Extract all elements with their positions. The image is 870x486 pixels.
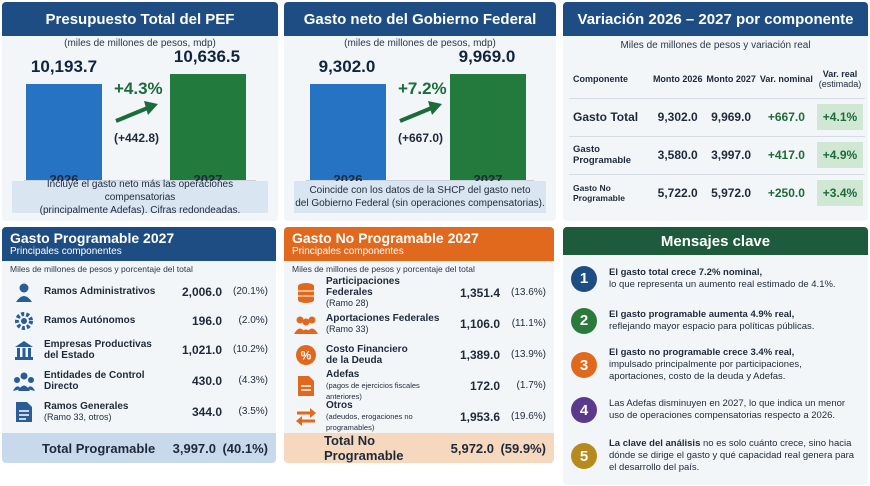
number-badge: 5 [571, 443, 597, 469]
panel-title: Gasto No Programable 2027 [292, 230, 479, 246]
list-item: Otros (adeudos, erogaciones no programabl… [284, 400, 554, 432]
group-icon [13, 372, 35, 391]
people-icon [294, 316, 318, 334]
panel-caption: Miles de millones de pesos y porcentaje … [10, 264, 193, 274]
coins-icon [298, 282, 314, 303]
person-icon [16, 283, 32, 302]
message-item: 4 Las Adefas disminuyen en 2027, lo que … [571, 389, 860, 431]
bar-2026-value: 9,302.0 [318, 57, 376, 76]
percent-icon: % [296, 344, 316, 365]
note-box: Coincide con los datos de la SHCP del ga… [294, 181, 546, 213]
mensajes-clave-panel: Mensajes clave 1 El gasto total crece 7.… [563, 227, 868, 485]
pef-total-panel: Presupuesto Total del PEF (miles de mill… [2, 2, 278, 221]
panel-subtitle: (miles de millones de pesos, mdp) [344, 38, 496, 49]
bar-2026 [310, 84, 386, 180]
change-percent: +4.3% [114, 79, 163, 98]
gasto-programable-panel: Gasto Programable 2027 Principales compo… [2, 227, 276, 463]
real-change-badge: +3.4% [816, 180, 864, 207]
table-row: Gasto No Programable 5,722.0 5,972.0 +25… [569, 173, 865, 212]
bar-2026-value: 10,193.7 [30, 57, 98, 76]
panel-subtitle: Principales componentes [292, 246, 404, 257]
file-icon [298, 375, 314, 396]
panel-title: Variación 2026 – 2027 por componente [563, 2, 868, 36]
arrow-up-icon [399, 101, 442, 123]
message-item: 2 El gasto programable aumenta 4.9% real… [571, 301, 860, 340]
number-badge: 1 [571, 265, 597, 292]
bar-2027-value: 9,969.0 [458, 47, 516, 66]
change-absolute: (+442.8) [114, 131, 160, 145]
real-change-badge: +4.9% [816, 142, 864, 168]
list-item: % Costo Financiero de la Deuda 1,389.0 (1… [284, 339, 554, 370]
bar-2027-value: 10,636.5 [173, 47, 241, 66]
col-monto-2026: Monto 2026 [652, 73, 703, 84]
gasto-no-programable-panel: Gasto No Programable 2027 Principales co… [284, 227, 554, 463]
message-item: 3 El gasto no programable crece 3.4% rea… [571, 343, 860, 387]
number-badge: 4 [571, 397, 597, 423]
list-item: Participaciones Federales (Ramo 28) 1,351… [284, 276, 554, 308]
change-absolute: (+667.0) [398, 131, 444, 145]
bar-2026 [26, 84, 102, 180]
panel-title: Presupuesto Total del PEF [2, 2, 278, 36]
total-row: Total Programable 3,997.0 (40.1%) [2, 433, 276, 463]
bar-2027 [170, 74, 246, 180]
list-item: Entidades de Control Directo 430.0 (4.3%) [2, 365, 276, 396]
list-item: Aportaciones Federales (Ramo 33) 1,106.0 … [284, 308, 554, 339]
table-header-row: Componente Monto 2026 Monto 2027 Var. no… [569, 60, 865, 98]
col-var-real: Var. real (estimada) [818, 68, 862, 89]
variacion-panel: Variación 2026 – 2027 por componente Mil… [563, 2, 868, 221]
message-item: 1 El gasto total crece 7.2% nominal, lo q… [571, 259, 860, 298]
panel-caption: Miles de millones de pesos y porcentaje … [292, 264, 475, 274]
col-componente: Componente [573, 73, 628, 84]
panel-subtitle: Principales componentes [10, 246, 122, 257]
real-change-badge: +4.1% [816, 104, 864, 130]
panel-title: Mensajes clave [563, 227, 868, 255]
col-var-nominal: Var. nominal [759, 73, 813, 84]
list-item: Ramos Autónomos 196.0 (2.0%) [2, 305, 276, 336]
number-badge: 3 [571, 352, 597, 378]
list-item: Ramos Administrativos 2,006.0 (20.1%) [2, 276, 276, 307]
col-monto-2027: Monto 2027 [706, 73, 756, 84]
table-row: Gasto Total 9,302.0 9,969.0 +667.0 +4.1% [569, 97, 865, 136]
panel-caption: Miles de millones de pesos y variación r… [620, 40, 811, 51]
gasto-neto-panel: Gasto neto del Gobierno Federal (miles d… [284, 2, 556, 221]
bar-2027 [450, 74, 526, 180]
panel-title: Gasto neto del Gobierno Federal [284, 2, 556, 36]
panel-title: Gasto Programable 2027 [10, 230, 175, 246]
list-item: Empresas Productivas del Estado 1,021.0 (… [2, 334, 276, 365]
table-row: Gasto Programable 3,580.0 3,997.0 +417.0… [569, 135, 865, 174]
list-item: Adefas (pagos de ejercicios fiscales ante… [284, 369, 554, 401]
number-badge: 2 [571, 307, 597, 334]
arrow-up-icon [115, 101, 158, 123]
note-box: Incluye el gasto neto más las operacione… [12, 179, 268, 216]
document-icon [16, 401, 32, 422]
list-item: Ramos Generales (Ramo 33, otros) 344.0 (3… [2, 396, 276, 427]
variation-table: Componente Monto 2026 Monto 2027 Var. no… [569, 60, 865, 212]
svg-text:%: % [301, 348, 312, 362]
building-icon [15, 340, 33, 360]
gear-icon [15, 311, 33, 330]
total-row: Total No Programable 5,972.0 (59.9%) [284, 433, 554, 463]
change-percent: +7.2% [398, 79, 447, 98]
message-item: 5 La clave del análisis no es solo cuánt… [571, 433, 860, 479]
exchange-icon [296, 407, 316, 426]
panel-subtitle: (miles de millones de pesos, mdp) [64, 38, 216, 49]
